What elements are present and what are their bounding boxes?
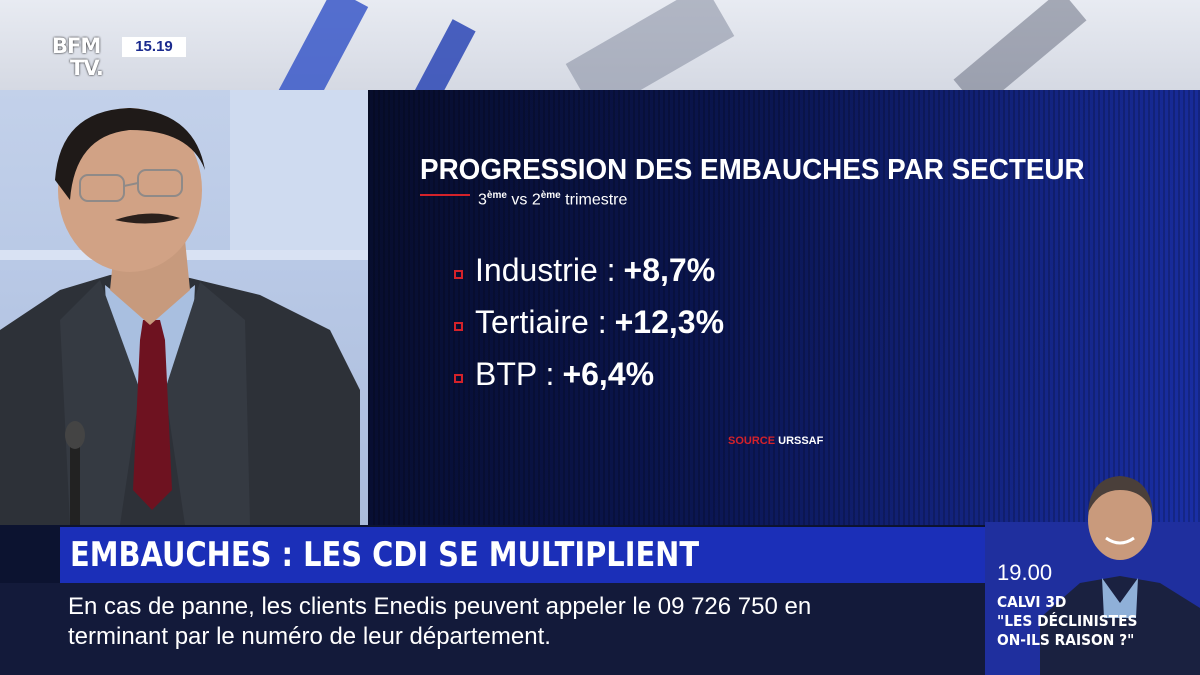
headline-text: EMBAUCHES : LES CDI SE MULTIPLIENT	[70, 535, 700, 575]
bullet-icon	[454, 269, 463, 279]
news-ticker: En cas de panne, les clients Enedis peuv…	[0, 583, 985, 675]
logo-text-line2: TV.	[70, 56, 104, 80]
bullet-icon	[454, 373, 463, 383]
next-show-host-photo	[1040, 476, 1200, 675]
subtitle-part: 3	[478, 191, 487, 209]
next-show-title-line: "LES DÉCLINISTES	[997, 612, 1138, 630]
set-decoration	[271, 0, 369, 90]
next-show-title-line: CALVI 3D	[997, 593, 1067, 611]
title-accent-line	[420, 194, 470, 196]
sector-value: +12,3%	[614, 303, 725, 340]
headline-banner: EMBAUCHES : LES CDI SE MULTIPLIENT	[60, 527, 1040, 583]
guest-figure	[0, 108, 360, 525]
subtitle-superscript: ème	[540, 190, 561, 201]
ticker-line-1: En cas de panne, les clients Enedis peuv…	[68, 593, 812, 620]
sector-label: Industrie :	[475, 251, 616, 288]
sector-value: +6,4%	[562, 355, 655, 392]
studio-background	[0, 0, 1200, 90]
subtitle-part: trimestre	[560, 191, 628, 209]
next-show-time: 19.00	[997, 560, 1053, 585]
infographic-panel: PROGRESSION DES EMBAUCHES PAR SECTEUR 3è…	[368, 90, 1200, 525]
infographic-subtitle: 3ème vs 2ème trimestre	[478, 190, 627, 209]
sector-label: BTP :	[475, 355, 555, 392]
set-decoration	[410, 19, 476, 90]
set-decoration	[953, 0, 1087, 90]
infographic-title: PROGRESSION DES EMBAUCHES PAR SECTEUR	[420, 154, 1085, 186]
next-show-title: CALVI 3D "LES DÉCLINISTES ON-ILS RAISON …	[997, 593, 1181, 650]
source-label: SOURCE	[728, 435, 776, 447]
sector-row-btp: BTP : +6,4%	[454, 354, 654, 394]
guest-video-panel	[0, 90, 368, 525]
on-air-clock: 15.19	[122, 37, 186, 57]
logo-text-line1: BFM	[52, 34, 101, 58]
subtitle-part: vs 2	[506, 191, 541, 209]
bullet-icon	[454, 321, 463, 331]
sector-row-industrie: Industrie : +8,7%	[454, 250, 715, 290]
source-credit: SOURCE URSSAF	[728, 435, 823, 447]
studio-wall	[230, 90, 368, 250]
subtitle-superscript: ème	[486, 190, 507, 201]
next-show-title-line: ON-ILS RAISON ?"	[997, 631, 1135, 649]
set-decoration	[565, 0, 735, 90]
ticker-line-2: terminant par le numéro de leur départem…	[68, 623, 551, 650]
sector-value: +8,7%	[623, 251, 716, 288]
sector-row-tertiaire: Tertiaire : +12,3%	[454, 302, 724, 342]
sector-label: Tertiaire :	[475, 303, 607, 340]
channel-logo: BFM TV.	[52, 36, 116, 86]
source-value: URSSAF	[778, 435, 824, 447]
